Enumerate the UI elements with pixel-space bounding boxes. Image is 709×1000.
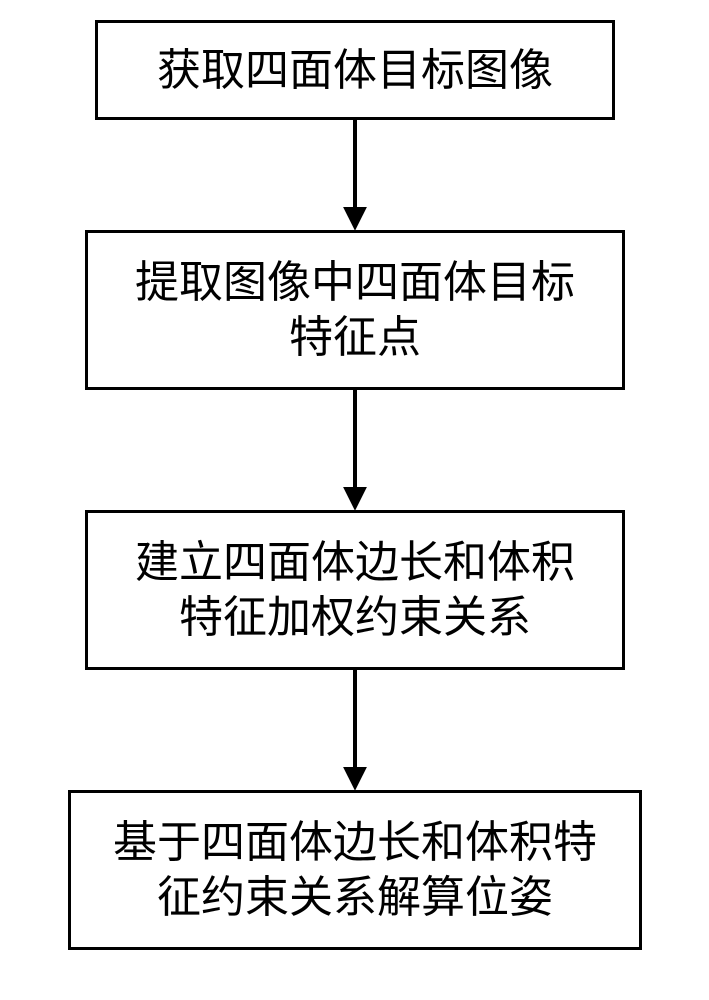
flow-node-4: 基于四面体边长和体积特 征约束关系解算位姿 bbox=[68, 790, 642, 950]
flow-node-3: 建立四面体边长和体积 特征加权约束关系 bbox=[85, 510, 625, 670]
flow-node-1: 获取四面体目标图像 bbox=[95, 20, 615, 120]
flow-node-1-line-1: 获取四面体目标图像 bbox=[157, 43, 553, 98]
flow-node-3-line-2: 特征加权约束关系 bbox=[135, 590, 575, 645]
flow-node-2-line-1: 提取图像中四面体目标 bbox=[135, 255, 575, 310]
flow-node-4-line-2: 征约束关系解算位姿 bbox=[113, 870, 597, 925]
flow-node-2: 提取图像中四面体目标 特征点 bbox=[85, 230, 625, 390]
flowchart-canvas: 获取四面体目标图像 提取图像中四面体目标 特征点 建立四面体边长和体积 特征加权… bbox=[0, 0, 709, 1000]
flow-node-4-line-1: 基于四面体边长和体积特 bbox=[113, 815, 597, 870]
flow-node-3-line-1: 建立四面体边长和体积 bbox=[135, 535, 575, 590]
flow-node-2-line-2: 特征点 bbox=[135, 310, 575, 365]
